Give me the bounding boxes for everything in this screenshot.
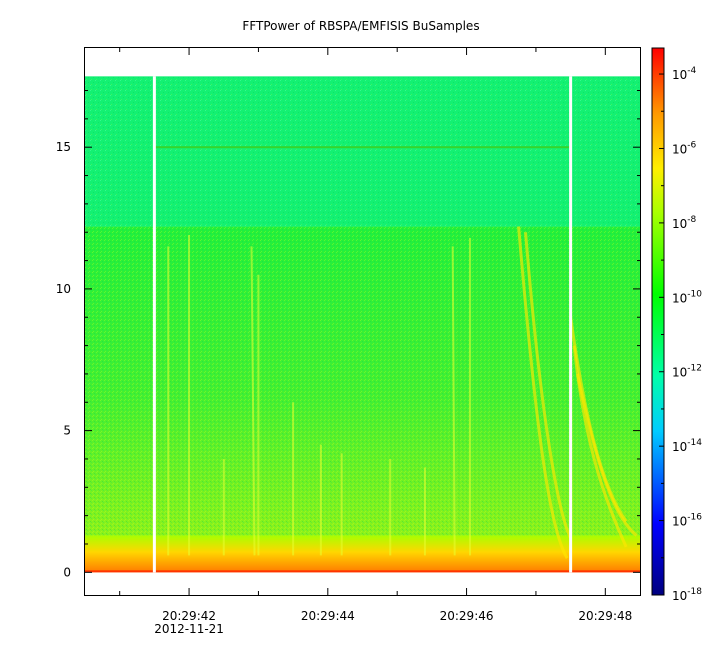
x-tick-label: 20:29:48 bbox=[578, 609, 632, 623]
colorbar-tick-label: 10-8 bbox=[672, 215, 697, 231]
colorbar-exponent: -4 bbox=[687, 66, 696, 76]
low-frequency-band bbox=[85, 535, 640, 573]
line-15 bbox=[154, 146, 571, 149]
colorbar-tick-label: 10-18 bbox=[672, 587, 702, 603]
chorus-element bbox=[517, 226, 569, 559]
colorbar-tick-label: 10-4 bbox=[672, 66, 697, 82]
y-tick-label: 5 bbox=[63, 424, 71, 438]
colorbar-tick-label: 10-16 bbox=[672, 513, 702, 529]
x-tick-label: 20:29:42 bbox=[162, 609, 216, 623]
colorbar-tick-label: 10-6 bbox=[672, 140, 697, 156]
y-tick-label: 10 bbox=[56, 282, 71, 296]
colorbar-exponent: -18 bbox=[687, 587, 702, 597]
colorbar-tick-label: 10-12 bbox=[672, 364, 702, 380]
colorbar: 10-4 10-6 10-8 10-10 10-12 10-14 10-16 10-18 bbox=[651, 47, 702, 603]
x-tick-label: 20:29:44 bbox=[301, 609, 355, 623]
colorbar-exponent: -8 bbox=[687, 215, 696, 225]
colorbar-exponent: -16 bbox=[687, 513, 702, 523]
data-gap bbox=[569, 76, 573, 573]
emission-streak bbox=[451, 246, 456, 556]
chorus-element bbox=[569, 317, 628, 523]
colorbar-tick-label: 10-10 bbox=[672, 289, 702, 305]
y-tick-label: 0 bbox=[63, 565, 71, 579]
colorbar-exponent: -6 bbox=[687, 140, 696, 150]
emission-streak bbox=[250, 246, 256, 556]
chart-title: FFTPower of RBSPA/EMFISIS BuSamples bbox=[242, 19, 479, 33]
plot-area bbox=[85, 76, 640, 573]
zero-line bbox=[85, 570, 640, 573]
plot-frame bbox=[84, 47, 641, 596]
colorbar-exponent: -12 bbox=[687, 364, 702, 374]
colorbar-gradient bbox=[651, 47, 665, 596]
colorbar-exponent: -14 bbox=[687, 438, 702, 448]
data-gap bbox=[152, 76, 156, 573]
x-tick-label: 20:29:46 bbox=[440, 609, 494, 623]
y-tick-label: 15 bbox=[56, 140, 71, 154]
y-axis: 0 5 10 15 bbox=[56, 90, 640, 579]
x-tick-date: 2012-11-21 bbox=[154, 622, 224, 636]
colorbar-exponent: -10 bbox=[687, 289, 702, 299]
chorus-element bbox=[524, 232, 572, 539]
upper-band-noise bbox=[85, 76, 640, 227]
colorbar-tick-label: 10-14 bbox=[672, 438, 702, 454]
